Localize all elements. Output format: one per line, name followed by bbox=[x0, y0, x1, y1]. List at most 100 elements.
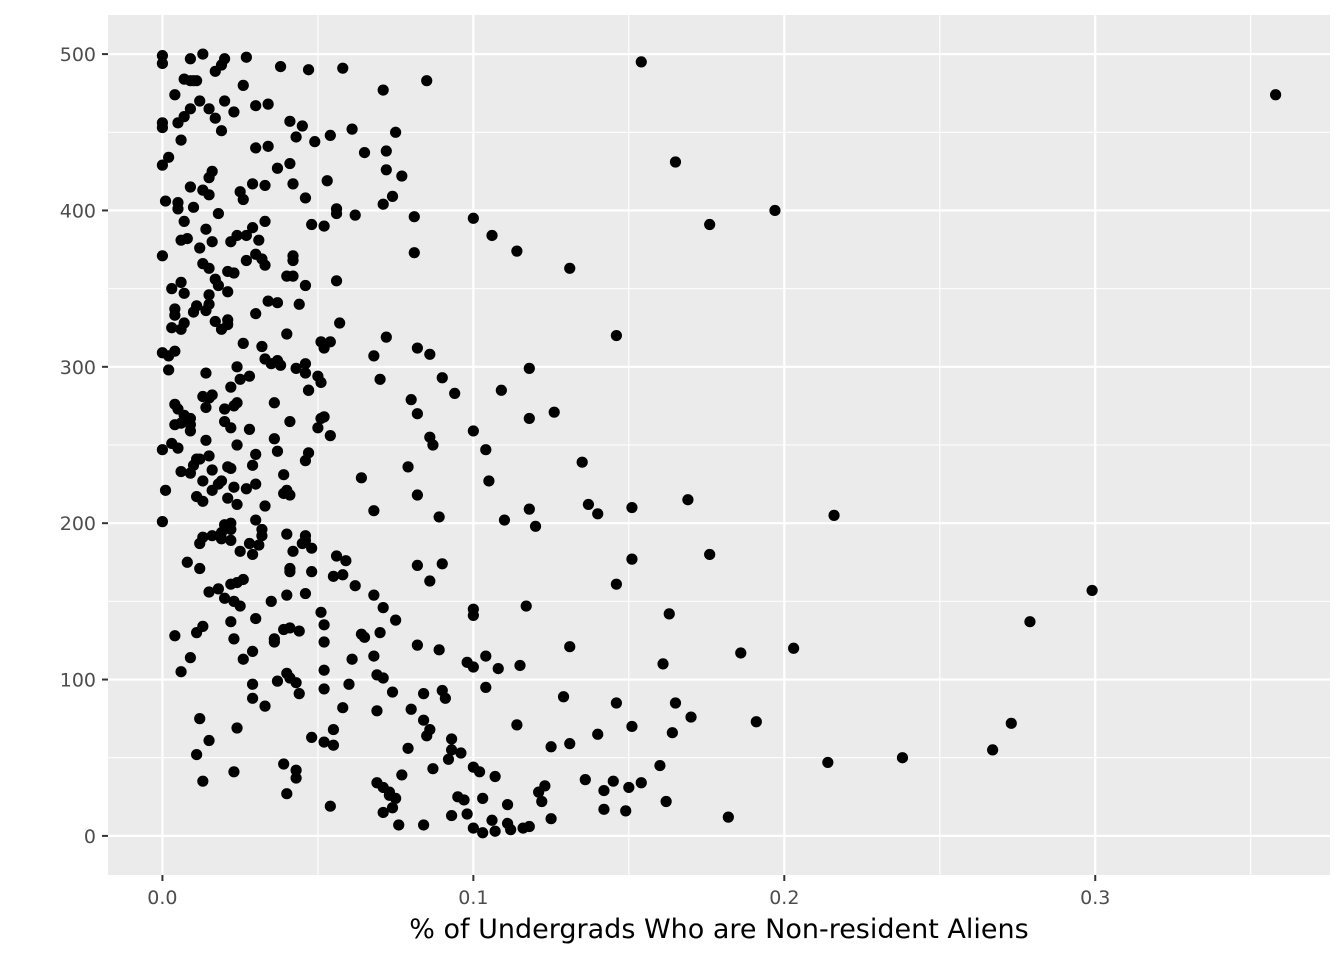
data-point bbox=[194, 713, 206, 725]
data-point bbox=[203, 450, 215, 462]
data-point bbox=[467, 822, 479, 834]
data-point bbox=[268, 433, 280, 445]
data-point bbox=[293, 298, 305, 310]
data-point bbox=[505, 824, 517, 836]
data-point bbox=[355, 472, 368, 484]
data-point bbox=[181, 556, 193, 568]
data-point bbox=[281, 528, 293, 540]
y-tick-label: 300 bbox=[60, 357, 96, 379]
data-point bbox=[610, 329, 622, 342]
data-point bbox=[433, 644, 445, 656]
data-point bbox=[380, 331, 392, 343]
data-point bbox=[287, 545, 299, 557]
data-point bbox=[405, 394, 417, 406]
data-point bbox=[327, 723, 340, 736]
data-point bbox=[626, 501, 638, 514]
data-point bbox=[582, 498, 595, 511]
data-point bbox=[225, 462, 237, 475]
data-point bbox=[231, 361, 243, 373]
data-point bbox=[523, 820, 535, 833]
data-point bbox=[396, 170, 408, 182]
data-point bbox=[228, 267, 240, 279]
data-point bbox=[194, 562, 206, 575]
data-point bbox=[246, 548, 259, 561]
data-point bbox=[623, 781, 635, 794]
data-point bbox=[287, 270, 299, 282]
data-point bbox=[368, 589, 380, 601]
data-point bbox=[306, 566, 318, 578]
data-point bbox=[501, 799, 514, 811]
data-point bbox=[321, 175, 333, 187]
data-point bbox=[262, 295, 274, 307]
x-tick-label: 0.0 bbox=[147, 887, 177, 909]
data-point bbox=[290, 362, 302, 374]
data-point bbox=[200, 223, 212, 235]
data-point bbox=[411, 489, 423, 501]
data-point bbox=[421, 75, 433, 87]
data-point bbox=[374, 373, 386, 385]
data-point bbox=[203, 298, 215, 310]
data-point bbox=[327, 570, 340, 582]
data-point bbox=[477, 792, 489, 804]
data-point bbox=[250, 612, 262, 625]
data-point bbox=[228, 106, 240, 118]
data-point bbox=[228, 766, 240, 778]
data-point bbox=[498, 514, 511, 526]
data-point bbox=[237, 193, 249, 206]
data-point bbox=[163, 151, 175, 163]
data-point bbox=[284, 157, 296, 170]
data-point bbox=[259, 700, 271, 712]
data-point bbox=[306, 542, 318, 554]
data-point bbox=[259, 500, 271, 512]
data-point bbox=[259, 353, 271, 365]
data-point bbox=[200, 401, 212, 414]
data-point bbox=[418, 714, 430, 726]
data-point bbox=[290, 131, 302, 143]
data-point bbox=[669, 697, 682, 709]
data-point bbox=[156, 516, 169, 528]
data-point bbox=[215, 125, 228, 137]
y-tick-label: 500 bbox=[60, 44, 96, 66]
data-point bbox=[309, 136, 321, 148]
data-point bbox=[592, 728, 604, 740]
data-point bbox=[545, 741, 557, 753]
data-point bbox=[461, 656, 473, 668]
data-point bbox=[445, 733, 458, 745]
data-point bbox=[169, 630, 181, 642]
data-point bbox=[1024, 616, 1036, 628]
data-point bbox=[175, 465, 187, 478]
data-point bbox=[330, 550, 343, 562]
data-point bbox=[557, 691, 570, 703]
data-point bbox=[1086, 584, 1098, 597]
data-point bbox=[246, 692, 259, 704]
data-point bbox=[520, 600, 532, 612]
data-point bbox=[250, 514, 262, 526]
data-point bbox=[324, 800, 336, 812]
data-point bbox=[169, 89, 181, 101]
x-axis-title: % of Undergrads Who are Non-resident Ali… bbox=[409, 914, 1028, 945]
data-point bbox=[411, 342, 423, 354]
data-point bbox=[657, 658, 669, 670]
data-point bbox=[598, 803, 610, 815]
data-point bbox=[750, 716, 762, 728]
data-point bbox=[212, 583, 224, 595]
data-point bbox=[1269, 89, 1282, 101]
data-point bbox=[259, 179, 271, 192]
data-point bbox=[197, 390, 209, 403]
data-point bbox=[377, 806, 389, 819]
data-point bbox=[445, 744, 458, 756]
data-point bbox=[194, 95, 206, 107]
data-point bbox=[306, 731, 318, 744]
data-point bbox=[408, 211, 420, 223]
data-point bbox=[306, 218, 318, 231]
data-point bbox=[246, 459, 259, 471]
data-point bbox=[212, 279, 224, 292]
data-point bbox=[620, 805, 632, 817]
data-point bbox=[278, 469, 290, 481]
data-point bbox=[209, 112, 221, 124]
data-point bbox=[222, 319, 234, 331]
data-point bbox=[203, 586, 215, 598]
data-point bbox=[237, 573, 249, 586]
data-point bbox=[169, 398, 181, 410]
data-point bbox=[169, 309, 181, 321]
